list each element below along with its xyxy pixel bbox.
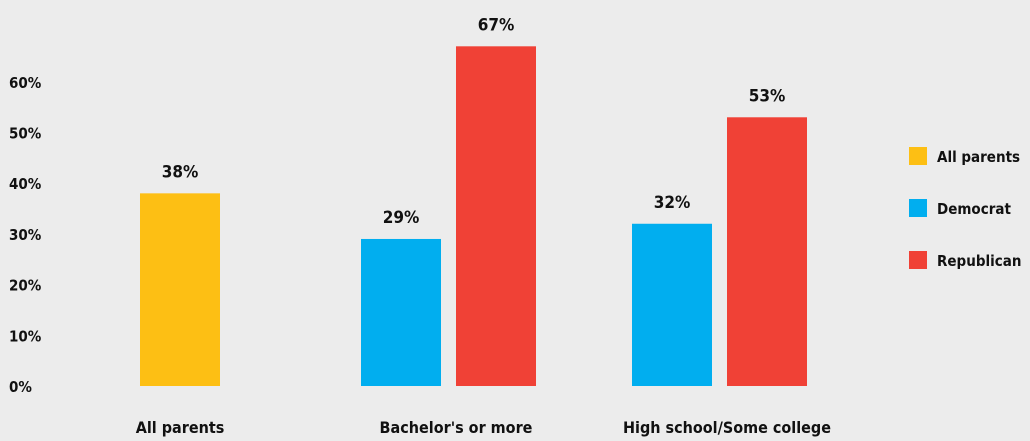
bar-democrat-1 <box>361 238 441 386</box>
category-label: All parents <box>136 418 225 437</box>
bars <box>140 46 807 387</box>
y-tick-label: 50% <box>9 125 42 143</box>
legend-label: Democrat <box>937 200 1011 218</box>
bar-republican-2 <box>727 117 807 386</box>
data-label: 29% <box>383 208 420 228</box>
y-tick-label: 60% <box>9 74 42 92</box>
bar-all-parents-0 <box>140 193 220 386</box>
category-label: High school/Some college <box>623 418 831 437</box>
bar-democrat-2 <box>632 223 712 386</box>
y-tick-label: 40% <box>9 175 42 193</box>
data-labels: 38% 29% 32% 67% 53% <box>162 15 786 228</box>
y-tick-label: 0% <box>9 378 32 396</box>
y-tick-label: 20% <box>9 277 42 295</box>
bar-republican-1 <box>456 46 536 387</box>
data-label: 38% <box>162 162 199 182</box>
data-label: 32% <box>654 193 691 213</box>
legend-label: Republican <box>937 252 1021 270</box>
legend-label: All parents <box>937 148 1020 166</box>
y-axis: 0% 10% 20% 30% 40% 50% 60% <box>9 74 42 396</box>
legend: All parents Democrat Republican <box>909 147 1021 270</box>
x-axis-categories: All parents Bachelor's or more High school… <box>136 418 832 437</box>
data-label: 53% <box>749 86 786 106</box>
legend-swatch <box>909 251 927 269</box>
legend-swatch <box>909 199 927 217</box>
category-label: Bachelor's or more <box>380 418 533 437</box>
y-tick-label: 30% <box>9 226 42 244</box>
legend-swatch <box>909 147 927 165</box>
y-tick-label: 10% <box>9 327 42 345</box>
data-label: 67% <box>478 15 515 35</box>
